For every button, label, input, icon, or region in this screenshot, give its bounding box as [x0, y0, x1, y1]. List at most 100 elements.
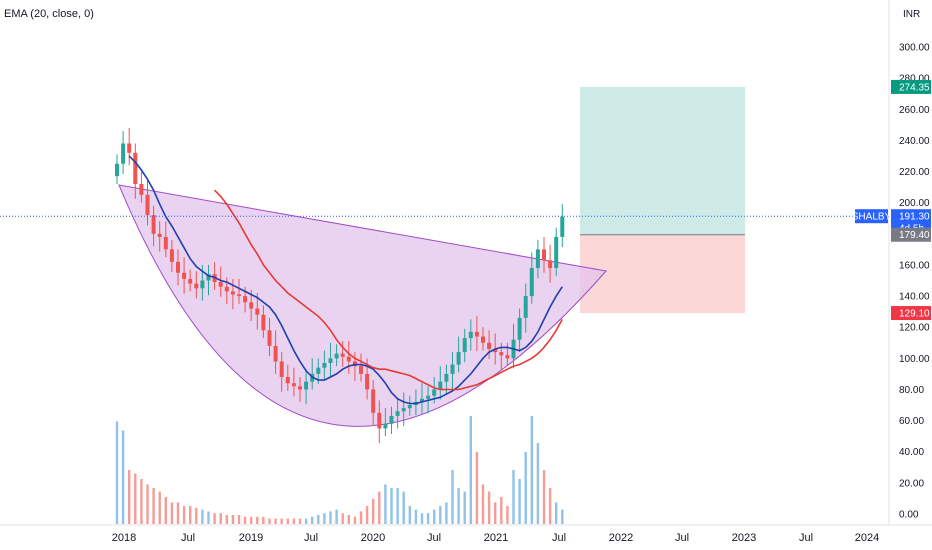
candle-body: [377, 413, 381, 429]
volume-bar: [226, 515, 228, 524]
volume-bar: [232, 515, 234, 524]
x-tick-label: 2019: [239, 532, 263, 544]
volume-bar: [512, 470, 514, 524]
candle-body: [127, 144, 131, 153]
volume-bar: [482, 484, 484, 524]
candle-body: [475, 332, 479, 337]
volume-bar: [195, 508, 197, 524]
candle-body: [176, 262, 180, 273]
volume-bar: [244, 517, 246, 524]
volume-bar: [445, 502, 447, 524]
volume-bar: [256, 517, 258, 524]
last-price-value: 191.30: [899, 212, 930, 223]
candle-body: [487, 343, 491, 349]
volume-bar: [329, 511, 331, 524]
candle-body: [383, 424, 387, 429]
candle-body: [268, 330, 272, 346]
x-tick-label: Jul: [675, 532, 689, 544]
candle-body: [396, 411, 400, 416]
candle-body: [499, 352, 503, 355]
volume-bar: [354, 517, 356, 524]
volume-bar: [274, 519, 276, 524]
x-tick-label: 2021: [484, 532, 508, 544]
candle-body: [505, 355, 509, 358]
candle-body: [322, 363, 326, 368]
candle-body: [524, 296, 528, 318]
volume-bar: [293, 519, 295, 524]
candle-body: [158, 234, 162, 237]
volume-bar: [506, 506, 508, 524]
candle-body: [402, 408, 406, 411]
candle-body: [152, 215, 156, 234]
volume-bar: [146, 484, 148, 524]
y-tick-label: 120.00: [899, 323, 930, 334]
candle-body: [164, 237, 168, 249]
volume-bar: [116, 421, 118, 524]
y-tick-label: 60.00: [899, 416, 924, 427]
volume-bar: [177, 502, 179, 524]
volume-bar: [201, 510, 203, 524]
volume-bar: [268, 519, 270, 524]
candle-body: [451, 365, 455, 374]
volume-bar: [323, 513, 325, 524]
candle-body: [170, 249, 174, 261]
volume-bar: [238, 515, 240, 524]
volume-bar: [457, 488, 459, 524]
volume-bar: [171, 502, 173, 524]
volume-bar: [360, 511, 362, 524]
volume-bar: [128, 470, 130, 524]
volume-bar: [390, 488, 392, 524]
candle-body: [139, 184, 143, 195]
candle-body: [249, 302, 253, 308]
y-tick-label: 200.00: [899, 198, 930, 209]
candle-body: [146, 195, 150, 215]
volume-bar: [366, 506, 368, 524]
x-tick-label: Jul: [799, 532, 813, 544]
symbol-tag-label: SHALBY: [852, 212, 892, 223]
entry-price-tag-label: 179.40: [899, 230, 930, 241]
candle-body: [371, 389, 375, 412]
candle-body: [359, 366, 363, 374]
candle-body: [365, 374, 369, 390]
candle-body: [194, 284, 198, 289]
candle-body: [536, 249, 540, 268]
candle-body: [390, 416, 394, 424]
candle-body: [280, 361, 284, 377]
candle-body: [298, 386, 302, 389]
volume-bar: [262, 517, 264, 524]
candle-body: [554, 237, 558, 268]
volume-bar: [165, 497, 167, 524]
y-tick-label: 220.00: [899, 167, 930, 178]
candle-body: [426, 396, 430, 399]
candle-body: [237, 295, 241, 297]
candle-body: [408, 405, 412, 408]
volume-bar: [299, 519, 301, 524]
volume-bar: [451, 470, 453, 524]
y-tick-label: 260.00: [899, 105, 930, 116]
x-tick-label: 2023: [732, 532, 756, 544]
volume-bar: [525, 452, 527, 524]
volume-bar: [500, 497, 502, 524]
candle-body: [335, 354, 339, 359]
candle-body: [292, 383, 296, 386]
candle-body: [133, 153, 137, 184]
candle-body: [200, 281, 204, 289]
volume-bar: [427, 513, 429, 524]
candle-body: [304, 382, 308, 390]
y-tick-label: 240.00: [899, 136, 930, 147]
volume-bar: [409, 506, 411, 524]
volume-bar: [183, 506, 185, 524]
volume-bar: [439, 506, 441, 524]
candle-body: [121, 144, 125, 164]
volume-bar: [311, 517, 313, 524]
volume-bar: [372, 499, 374, 524]
volume-bar: [537, 443, 539, 524]
volume-bar: [518, 479, 520, 524]
currency-label: INR: [903, 9, 920, 20]
y-tick-label: 140.00: [899, 292, 930, 303]
volume-bar: [415, 510, 417, 524]
candle-body: [219, 282, 223, 287]
volume-bar: [378, 492, 380, 524]
volume-bar: [220, 513, 222, 524]
